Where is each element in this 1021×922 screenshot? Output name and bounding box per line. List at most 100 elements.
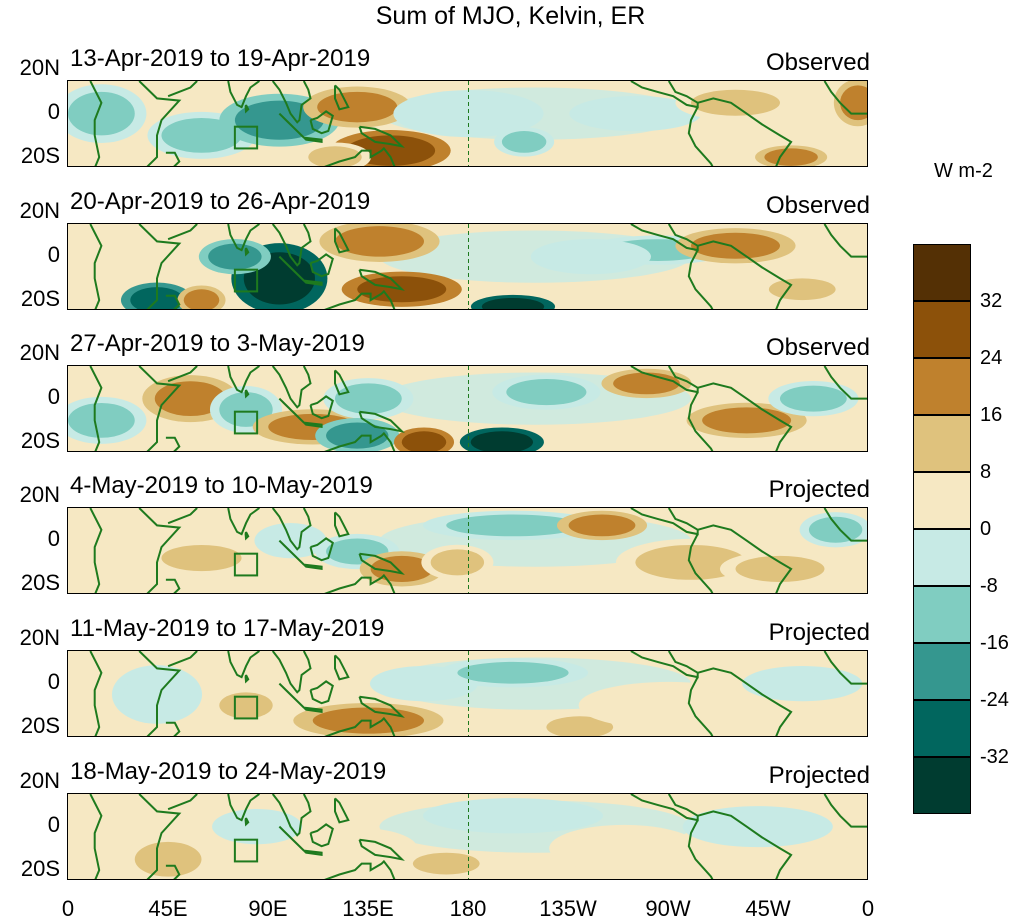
coastline bbox=[309, 537, 334, 562]
coastline bbox=[244, 247, 250, 257]
coastline bbox=[278, 682, 323, 714]
colorbar-label: 0 bbox=[980, 518, 992, 540]
anomaly-region bbox=[568, 830, 680, 866]
coastline bbox=[309, 823, 334, 848]
anomaly-region bbox=[808, 516, 863, 543]
colorbar-swatch bbox=[913, 244, 971, 301]
anomaly-region bbox=[568, 514, 636, 537]
coastline bbox=[697, 667, 793, 736]
coastline bbox=[167, 81, 198, 98]
latitude-label: 20S bbox=[20, 856, 60, 881]
coastline bbox=[138, 366, 182, 451]
colorbar-units: W m-2 bbox=[934, 160, 993, 182]
latitude-label: 0 bbox=[47, 669, 60, 694]
coastline bbox=[167, 224, 198, 241]
coastline bbox=[697, 524, 793, 593]
anomaly-region bbox=[370, 555, 433, 582]
anomaly-region bbox=[506, 379, 587, 406]
coastline bbox=[358, 838, 405, 861]
panel-kind-label: Projected bbox=[768, 476, 870, 503]
anomaly-region bbox=[412, 96, 525, 132]
panel-date-range: 27-Apr-2019 to 3-May-2019 bbox=[70, 330, 365, 357]
colorbar-label: -8 bbox=[980, 575, 998, 597]
longitude-axis: 0 45E 90E 135E 180 135W 90W 45W 0 bbox=[0, 896, 1021, 922]
latitude-label: 20S bbox=[20, 428, 60, 453]
coastline bbox=[227, 81, 260, 109]
region-box bbox=[233, 268, 259, 293]
anomaly-region bbox=[768, 278, 836, 301]
anomaly-map bbox=[67, 223, 868, 310]
anomaly-region bbox=[808, 846, 863, 873]
anomaly-region bbox=[219, 392, 273, 427]
coastline bbox=[697, 810, 793, 879]
anomaly-region bbox=[546, 716, 614, 736]
colorbar-label: -32 bbox=[980, 746, 1009, 768]
panel-kind-label: Projected bbox=[768, 619, 870, 646]
map-canvas bbox=[68, 794, 867, 879]
longitude-label: 90E bbox=[248, 896, 288, 921]
colorbar-swatch bbox=[913, 529, 971, 586]
latitude-label: 20N bbox=[19, 340, 60, 365]
anomaly-region bbox=[326, 422, 389, 449]
panel-kind-label: Projected bbox=[768, 762, 870, 789]
anomaly-map bbox=[67, 650, 868, 737]
map-panel-2: 20-Apr-2019 to 26-Apr-2019 Observed 20N 0 20… bbox=[0, 188, 1021, 311]
coastline bbox=[89, 81, 103, 166]
coastline bbox=[165, 721, 181, 736]
anomaly-region bbox=[308, 146, 362, 166]
coastline bbox=[324, 716, 396, 736]
anomaly-region bbox=[335, 226, 424, 257]
anomaly-region bbox=[219, 692, 273, 719]
latitude-label: 0 bbox=[47, 812, 60, 837]
map-panel-1: 13-Apr-2019 to 19-Apr-2019 Observed 20N 0 20… bbox=[0, 45, 1021, 168]
map-canvas bbox=[68, 81, 867, 166]
region-box bbox=[233, 552, 259, 577]
coastline bbox=[271, 651, 312, 694]
panel-date-range: 20-Apr-2019 to 26-Apr-2019 bbox=[70, 188, 371, 215]
anomaly-map bbox=[67, 793, 868, 880]
coastline bbox=[687, 391, 714, 451]
coastline bbox=[165, 436, 181, 451]
panel-date-range: 18-May-2019 to 24-May-2019 bbox=[70, 758, 387, 785]
panel-date-range: 13-Apr-2019 to 19-Apr-2019 bbox=[70, 45, 371, 72]
colorbar bbox=[913, 244, 971, 814]
anomaly-map bbox=[67, 365, 868, 452]
coastline bbox=[89, 794, 103, 879]
coastline bbox=[165, 151, 181, 166]
coastline bbox=[271, 366, 312, 409]
map-panel-3: 27-Apr-2019 to 3-May-2019 Observed 20N 0 20S bbox=[0, 330, 1021, 453]
coastline bbox=[165, 864, 181, 879]
longitude-label: 90W bbox=[645, 896, 691, 921]
latitude-label: 20N bbox=[19, 482, 60, 507]
coastline bbox=[697, 97, 793, 166]
longitude-label: 135E bbox=[342, 896, 394, 921]
latitude-label: 20S bbox=[20, 286, 60, 311]
coastline bbox=[358, 410, 405, 433]
coastline bbox=[244, 389, 250, 399]
latitude-label: 0 bbox=[47, 242, 60, 267]
map-panel-5: 11-May-2019 to 17-May-2019 Projected 20N 0 2… bbox=[0, 615, 1021, 738]
panel-date-range: 4-May-2019 to 10-May-2019 bbox=[70, 472, 373, 499]
coastline bbox=[167, 366, 198, 383]
anomaly-region bbox=[764, 148, 818, 166]
anomaly-region bbox=[154, 381, 226, 417]
coastline bbox=[630, 224, 699, 252]
anomaly-region bbox=[457, 661, 569, 684]
longitude-label: 45W bbox=[745, 896, 791, 921]
coastline bbox=[167, 651, 198, 668]
panel-kind-label: Observed bbox=[765, 192, 870, 219]
colorbar-label: 16 bbox=[980, 404, 1003, 426]
anomaly-region bbox=[446, 514, 580, 537]
coastline bbox=[334, 797, 350, 824]
anomaly-region bbox=[586, 100, 685, 127]
anomaly-region bbox=[446, 802, 580, 829]
region-box bbox=[233, 695, 259, 720]
coastline bbox=[687, 533, 714, 593]
coastline bbox=[309, 253, 334, 278]
latitude-label: 0 bbox=[47, 526, 60, 551]
anomaly-region bbox=[702, 407, 792, 434]
colorbar-swatch bbox=[913, 700, 971, 757]
region-box bbox=[233, 410, 259, 435]
coastline bbox=[138, 651, 182, 736]
colorbar-swatch bbox=[913, 358, 971, 415]
